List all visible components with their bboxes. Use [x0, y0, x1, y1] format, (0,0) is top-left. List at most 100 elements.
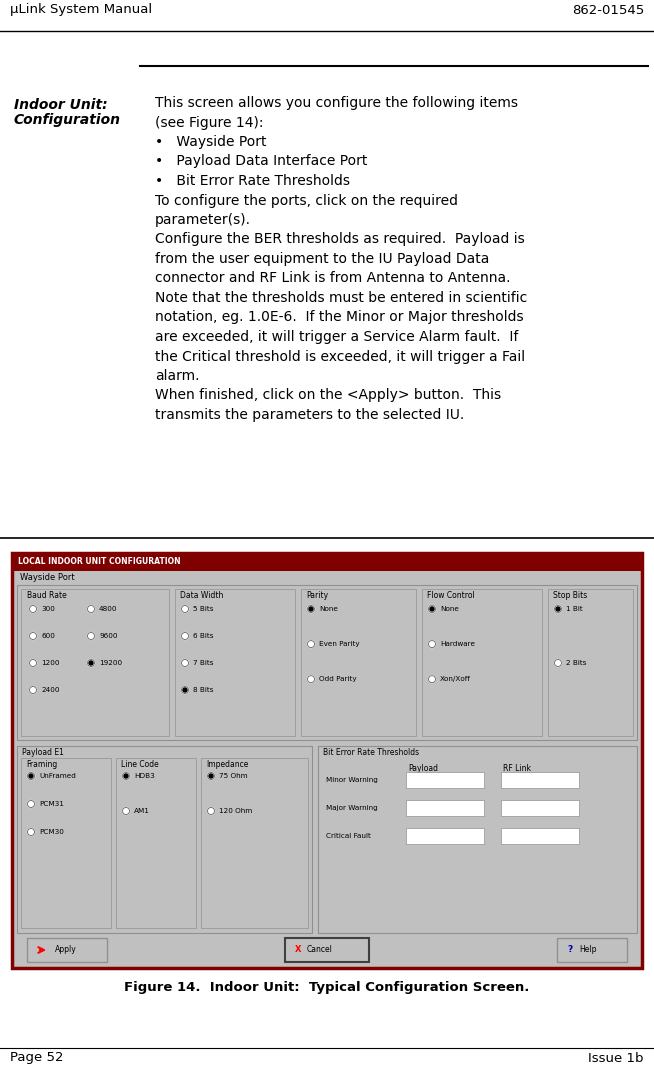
Circle shape — [27, 800, 35, 808]
Circle shape — [182, 686, 188, 694]
Text: the Critical threshold is exceeded, it will trigger a Fail: the Critical threshold is exceeded, it w… — [155, 350, 525, 364]
Circle shape — [207, 772, 215, 780]
Text: Bit Error Rate Thresholds: Bit Error Rate Thresholds — [323, 748, 419, 757]
Circle shape — [183, 689, 187, 692]
Circle shape — [182, 632, 188, 640]
Circle shape — [88, 632, 94, 640]
Circle shape — [207, 808, 215, 814]
Text: X: X — [295, 946, 301, 955]
Text: Minor Warning: Minor Warning — [326, 776, 378, 783]
Circle shape — [182, 606, 188, 613]
Text: 19200: 19200 — [99, 660, 122, 666]
Text: Figure 14.  Indoor Unit:  Typical Configuration Screen.: Figure 14. Indoor Unit: Typical Configur… — [124, 981, 530, 994]
Circle shape — [88, 606, 94, 613]
Circle shape — [182, 659, 188, 667]
FancyBboxPatch shape — [12, 553, 642, 571]
Text: Major Warning: Major Warning — [326, 805, 378, 811]
Circle shape — [29, 659, 37, 667]
FancyBboxPatch shape — [557, 938, 627, 962]
FancyBboxPatch shape — [501, 828, 579, 844]
Circle shape — [428, 675, 436, 683]
Text: 120 Ohm: 120 Ohm — [219, 808, 252, 814]
Text: 6 Bits: 6 Bits — [193, 633, 213, 639]
Text: 75 Ohm: 75 Ohm — [219, 773, 248, 779]
Text: •   Bit Error Rate Thresholds: • Bit Error Rate Thresholds — [155, 174, 350, 188]
Text: Configuration: Configuration — [14, 113, 121, 127]
Text: Issue 1b: Issue 1b — [589, 1051, 644, 1064]
Text: Baud Rate: Baud Rate — [27, 591, 67, 599]
Text: •   Payload Data Interface Port: • Payload Data Interface Port — [155, 154, 368, 168]
Text: Apply: Apply — [55, 946, 77, 955]
Circle shape — [88, 659, 94, 667]
Circle shape — [122, 808, 129, 814]
FancyBboxPatch shape — [27, 938, 107, 962]
FancyBboxPatch shape — [422, 589, 542, 736]
Text: Note that the thresholds must be entered in scientific: Note that the thresholds must be entered… — [155, 291, 527, 305]
Circle shape — [309, 607, 313, 611]
Text: alarm.: alarm. — [155, 369, 199, 383]
FancyBboxPatch shape — [21, 589, 169, 736]
Text: 1200: 1200 — [41, 660, 60, 666]
Text: ?: ? — [567, 946, 572, 955]
Circle shape — [555, 606, 562, 613]
Text: Help: Help — [579, 946, 596, 955]
Circle shape — [29, 632, 37, 640]
Text: 5 Bits: 5 Bits — [193, 606, 213, 613]
Circle shape — [556, 607, 560, 611]
Text: None: None — [440, 606, 459, 613]
Circle shape — [29, 686, 37, 694]
FancyBboxPatch shape — [21, 758, 111, 929]
Text: (see Figure 14):: (see Figure 14): — [155, 115, 264, 129]
Text: 300: 300 — [41, 606, 55, 613]
Text: μLink System Manual: μLink System Manual — [10, 3, 152, 16]
Text: Xon/Xoff: Xon/Xoff — [440, 677, 471, 682]
Text: parameter(s).: parameter(s). — [155, 213, 251, 227]
Text: 600: 600 — [41, 633, 55, 639]
Text: Framing: Framing — [26, 760, 58, 769]
Text: 9600: 9600 — [99, 633, 118, 639]
FancyBboxPatch shape — [17, 585, 637, 740]
Text: Flow Control: Flow Control — [427, 591, 475, 599]
FancyBboxPatch shape — [201, 758, 308, 929]
Text: notation, eg. 1.0E-6.  If the Minor or Major thresholds: notation, eg. 1.0E-6. If the Minor or Ma… — [155, 311, 524, 325]
Text: Wayside Port: Wayside Port — [20, 573, 75, 582]
Text: None: None — [319, 606, 338, 613]
Text: Odd Parity: Odd Parity — [319, 677, 356, 682]
Text: 2400: 2400 — [41, 687, 60, 693]
Circle shape — [307, 606, 315, 613]
Text: This screen allows you configure the following items: This screen allows you configure the fol… — [155, 96, 518, 110]
Text: 4800: 4800 — [99, 606, 118, 613]
Circle shape — [29, 774, 33, 778]
Circle shape — [307, 675, 315, 683]
Circle shape — [89, 661, 93, 665]
FancyBboxPatch shape — [406, 800, 484, 816]
Text: PCM30: PCM30 — [39, 829, 64, 835]
Circle shape — [209, 774, 213, 778]
FancyBboxPatch shape — [318, 746, 637, 933]
FancyBboxPatch shape — [12, 553, 642, 968]
Circle shape — [124, 774, 128, 778]
FancyBboxPatch shape — [301, 589, 416, 736]
Text: HDB3: HDB3 — [134, 773, 155, 779]
Text: To configure the ports, click on the required: To configure the ports, click on the req… — [155, 193, 458, 207]
Circle shape — [122, 772, 129, 780]
Text: Line Code: Line Code — [121, 760, 159, 769]
FancyBboxPatch shape — [406, 828, 484, 844]
Circle shape — [430, 607, 434, 611]
Text: •   Wayside Port: • Wayside Port — [155, 135, 266, 149]
FancyBboxPatch shape — [285, 938, 369, 962]
Circle shape — [27, 829, 35, 835]
Text: 7 Bits: 7 Bits — [193, 660, 213, 666]
Circle shape — [29, 606, 37, 613]
Text: 862-01545: 862-01545 — [572, 3, 644, 16]
FancyBboxPatch shape — [501, 772, 579, 788]
Circle shape — [307, 641, 315, 647]
FancyBboxPatch shape — [548, 589, 633, 736]
Text: Configure the BER thresholds as required.  Payload is: Configure the BER thresholds as required… — [155, 232, 525, 247]
Text: transmits the parameters to the selected IU.: transmits the parameters to the selected… — [155, 408, 464, 422]
Text: Critical Fault: Critical Fault — [326, 833, 371, 839]
FancyBboxPatch shape — [406, 772, 484, 788]
Circle shape — [428, 606, 436, 613]
FancyBboxPatch shape — [501, 800, 579, 816]
Circle shape — [555, 659, 562, 667]
